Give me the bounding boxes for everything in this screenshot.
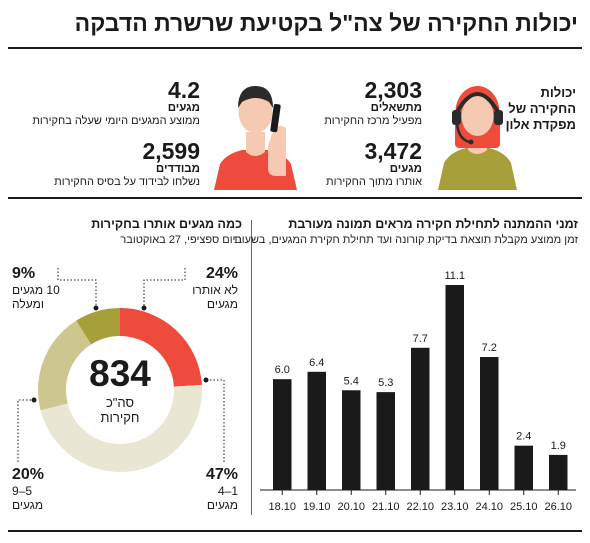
donut-label-5-9-pct: 20% [12, 466, 45, 483]
donut-leader-dot-1-4 [203, 377, 209, 383]
donut-slice-5-9 [38, 308, 202, 472]
donut-label-5-9: 20% 5–9 מגעים [12, 465, 44, 512]
middle-rule [8, 197, 582, 199]
donut-label-1-4-text1: 1–4 [217, 484, 238, 498]
donut-label-1-4: 47% 1–4 מגעים [206, 465, 238, 512]
page-title: יכולות החקירה של צה"ל בקטיעת שרשרת הדבקה [74, 10, 578, 36]
capabilities-label: יכולות החקירה של מפקדת אלון [505, 85, 576, 132]
bar-21.10 [376, 392, 395, 490]
bar-23.10 [445, 285, 464, 490]
stat-contacts-desc: אותרו מתוך החקירות [326, 176, 422, 188]
donut-leader-dot-none [141, 305, 147, 311]
donut-leader-5-9 [17, 399, 34, 462]
bar-value-label-24.10: 7.2 [482, 342, 497, 354]
stat-contacts: 3,472 מגעים אותרו מתוך החקירות [326, 140, 422, 189]
x-tick-label-26.10: 26.10 [544, 501, 572, 513]
stat-isolated-value: 2,599 [142, 138, 200, 164]
donut-label-1-4-pct: 47% [205, 466, 238, 483]
donut-chart: 834 סה"כ חקירות [17, 268, 225, 472]
donut-label-none-text1: לא אותרו [192, 283, 238, 297]
bar-value-label-22.10: 7.7 [413, 333, 428, 345]
bar-value-label-25.10: 2.4 [516, 431, 531, 443]
stat-investigators-desc: מפעיל מרכז החקירות [324, 115, 422, 127]
donut-label-10-plus-pct: 9% [12, 265, 36, 282]
call-center-agent-illustration [438, 86, 517, 190]
donut-label-10-plus: 9% 10 מגעים ומעלה [12, 264, 60, 311]
x-tick-label-24.10: 24.10 [475, 501, 503, 513]
donut-title: כמה מגעים אותרו בחקירות [91, 217, 242, 231]
bar-value-label-20.10: 5.4 [344, 375, 359, 387]
donut-slice-10-plus [38, 308, 202, 472]
x-tick-label-21.10: 21.10 [372, 501, 400, 513]
donut-label-5-9-text1: 5–9 [12, 484, 33, 498]
donut-label-10-plus-text1: 10 מגעים [12, 283, 60, 297]
header-rule [8, 47, 582, 49]
stat-daily-average-desc: ממוצע המגעים היומי שעלה בחקירות [32, 115, 200, 127]
stat-isolated: 2,599 מבודדים נשלחו לבידוד על בסיס החקיר… [54, 140, 200, 189]
x-tick-label-18.10: 18.10 [268, 501, 296, 513]
stat-investigators: 2,303 מתשאלים מפעיל מרכז החקירות [324, 79, 422, 128]
donut-leader-dot-5-9 [31, 397, 37, 403]
bar-20.10 [342, 390, 361, 490]
x-tick-label-22.10: 22.10 [406, 501, 434, 513]
section-divider [251, 220, 252, 515]
donut-center-value: 834 [89, 353, 151, 394]
donut-label-1-4-text2: מגעים [206, 498, 238, 512]
bar-value-label-26.10: 1.9 [551, 440, 566, 452]
bar-26.10 [549, 454, 568, 490]
bar-value-label-18.10: 6.0 [275, 364, 290, 376]
x-tick-label-25.10: 25.10 [510, 501, 538, 513]
bottom-rule [8, 530, 582, 532]
bar-19.10 [307, 371, 326, 490]
donut-leader-none [143, 268, 186, 308]
x-tick-label-20.10: 20.10 [337, 501, 365, 513]
x-tick-label-19.10: 19.10 [303, 501, 331, 513]
stat-isolated-unit: מבודדים [155, 163, 200, 175]
bar-chart: 6.0 6.4 5.4 5.3 7.7 11.1 7.2 2.4 1.9 18.10 19.10 2… [260, 270, 576, 513]
stat-daily-average: 4.2 מגעים ממוצע המגעים היומי שעלה בחקירו… [32, 79, 200, 128]
donut-subtitle: ביום ספציפי, 27 באוקטובר [120, 234, 242, 246]
donut-center-line1: סה"כ [106, 395, 134, 410]
stat-daily-average-unit: מגעים [167, 102, 200, 114]
bar-chart-title: זמני ההמתנה לתחילת חקירה מראים תמונה מעו… [288, 217, 578, 231]
stat-investigators-unit: מתשאלים [370, 102, 422, 114]
bar-value-label-19.10: 6.4 [309, 357, 324, 369]
stat-daily-average-value: 4.2 [168, 77, 200, 103]
donut-slice-1-4 [38, 308, 202, 472]
donut-label-none-pct: 24% [205, 265, 238, 282]
bar-25.10 [514, 445, 533, 490]
donut-leader-10-plus [57, 268, 97, 308]
bar-24.10 [480, 357, 499, 490]
x-tick-label-23.10: 23.10 [441, 501, 469, 513]
bar-value-label-23.10: 11.1 [444, 270, 465, 282]
investigator-phone-illustration [214, 86, 297, 190]
donut-label-none: 24% לא אותרו מגעים [192, 264, 238, 311]
stat-contacts-unit: מגעים [389, 163, 422, 175]
donut-center-line2: חקירות [101, 410, 140, 425]
stat-contacts-value: 3,472 [364, 138, 422, 164]
bar-value-label-21.10: 5.3 [378, 377, 393, 389]
bar-22.10 [411, 347, 430, 490]
donut-label-none-text2: מגעים [206, 297, 238, 311]
bar-chart-subtitle: זמן ממוצע מקבלת תוצאת בדיקת קורונה ועד ת… [234, 234, 578, 246]
bar-18.10 [273, 379, 292, 490]
stat-isolated-desc: נשלחו לבידוד על בסיס החקירות [54, 176, 200, 188]
donut-label-5-9-text2: מגעים [12, 498, 44, 512]
donut-label-10-plus-text2: ומעלה [12, 297, 44, 311]
donut-leader-dot-10-plus [93, 305, 99, 311]
stat-investigators-value: 2,303 [364, 77, 422, 103]
donut-leader-1-4 [206, 379, 225, 462]
